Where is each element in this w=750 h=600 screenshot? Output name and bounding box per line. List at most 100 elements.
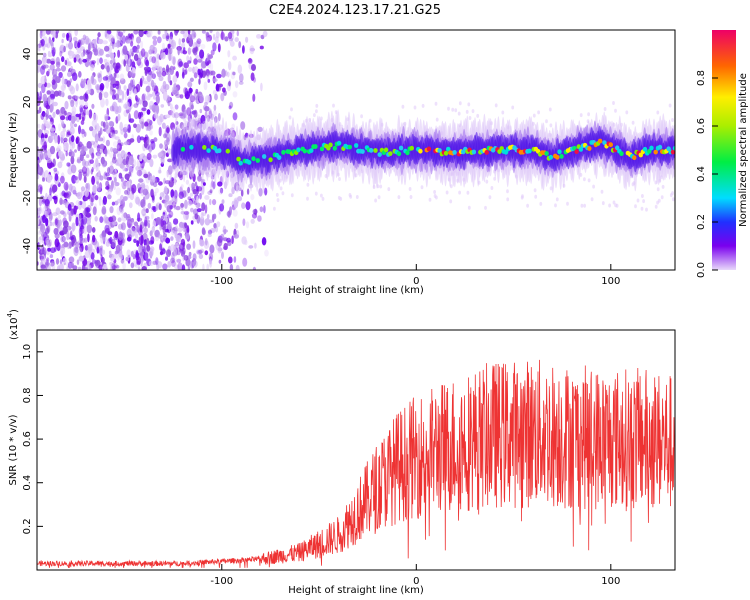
spectrogram-noise-blob (151, 212, 154, 220)
spectrogram-xtick-label: -100 (210, 276, 233, 287)
spectrogram-noise-blob (123, 212, 128, 219)
spectrogram-noise-blob (152, 154, 158, 159)
spectrogram-noise-blob (554, 203, 557, 208)
spectrogram-noise-blob (290, 193, 294, 198)
spectrogram-noise-blob (60, 65, 67, 72)
snr-marks (37, 359, 675, 568)
spectrogram-noise-blob (90, 252, 95, 260)
spectrogram-noise-blob (80, 78, 84, 85)
spectrogram-peak (313, 144, 318, 149)
spectrogram-noise-blob (136, 169, 143, 177)
spectrogram-noise-blob (205, 31, 210, 37)
spectrogram-noise-blob (200, 60, 204, 70)
spectrogram-noise-blob (50, 60, 55, 65)
spectrogram-noise-blob (39, 151, 44, 161)
spectrogram-noise-blob (204, 106, 210, 112)
spectrogram-peak (251, 156, 256, 162)
spectrogram-noise-blob (159, 113, 164, 123)
spectrogram-peak (484, 150, 489, 155)
spectrogram-noise-blob (183, 87, 188, 95)
spectrogram-noise-blob (484, 205, 487, 210)
spectrogram-peak (615, 145, 620, 151)
spectrogram-noise-blob (212, 199, 217, 206)
spectrogram-noise-blob (79, 104, 84, 113)
spectrogram-noise-blob (180, 30, 185, 35)
spectrogram-peak (202, 145, 207, 150)
spectrogram-noise-blob (96, 144, 101, 153)
spectrogram-noise-blob (180, 210, 186, 215)
snr-panel: -100 0 100 0.2 0.4 0.6 0.8 1.0 Height of straig… (6, 309, 676, 596)
spectrogram-noise-blob (250, 194, 255, 201)
spectrogram-noise-blob (51, 98, 54, 105)
spectrogram-noise-blob (42, 153, 45, 160)
spectrogram-peak (309, 148, 314, 154)
spectrogram-noise-blob (160, 104, 165, 108)
spectrogram-noise-blob (89, 41, 94, 49)
spectrogram-noise-blob (110, 257, 115, 262)
colorbar-ticks: 0.0 0.2 0.4 0.6 0.8 (696, 70, 718, 278)
chart-title: C2E4.2024.123.17.21.G25 (269, 3, 441, 18)
spectrogram-noise-blob (157, 71, 162, 78)
spectrogram-noise-blob (167, 100, 171, 107)
spectrogram-noise-blob (149, 246, 155, 252)
spectrogram-peak (426, 146, 432, 152)
spectrogram-noise-blob (158, 66, 163, 73)
spectrogram-noise-blob (201, 212, 207, 217)
spectrogram-noise-blob (76, 259, 80, 265)
spectrogram-noise-blob (131, 73, 135, 79)
spectrogram-noise-blob (135, 232, 139, 239)
spectrogram-peak (354, 143, 359, 148)
spectrogram-noise-blob (141, 115, 145, 122)
spectrogram-noise-blob (149, 158, 154, 168)
spectrogram-noise-blob (58, 263, 64, 270)
spectrogram-noise-blob (75, 216, 79, 227)
spectrogram-noise-blob (451, 107, 455, 112)
spectrogram-noise-blob (101, 205, 107, 215)
spectrogram-noise-blob (67, 211, 72, 216)
spectrogram-noise-blob (185, 179, 190, 185)
spectrogram-noise-blob (259, 206, 264, 213)
spectrogram-noise-blob (100, 156, 105, 165)
spectrogram-noise-blob (138, 30, 144, 38)
spectrogram-noise-blob (49, 187, 52, 196)
spectrogram-noise-blob (176, 258, 182, 263)
spectrogram-noise-blob (162, 67, 166, 73)
spectrogram-noise-blob (102, 76, 109, 81)
spectrogram-noise-blob (46, 266, 51, 270)
spectrogram-noise-blob (130, 262, 135, 269)
spectrogram-noise-blob (135, 196, 141, 205)
spectrogram-noise-blob (251, 64, 256, 71)
spectrogram-noise-blob (79, 153, 84, 162)
spectrogram-noise-blob (141, 226, 145, 233)
spectrogram-noise-blob (123, 132, 128, 139)
spectrogram-noise-blob (187, 47, 192, 55)
spectrogram-noise-blob (85, 90, 91, 95)
spectrogram-noise-blob (239, 73, 244, 83)
spectrogram-noise-blob (434, 101, 438, 106)
spectrogram-noise-blob (435, 117, 439, 122)
spectrogram-noise-blob (127, 71, 132, 79)
spectrogram-noise-blob (91, 227, 96, 233)
spectrogram-noise-blob (96, 123, 100, 132)
spectrogram-noise-blob (63, 220, 69, 229)
spectrogram-noise-blob (189, 111, 193, 119)
spectrogram-noise-blob (136, 162, 142, 171)
spectrogram-noise-blob (68, 183, 73, 191)
spectrogram-noise-blob (217, 181, 223, 187)
spectrogram-noise-blob (170, 236, 174, 242)
spectrogram-peak (319, 146, 325, 152)
spectrogram-noise-blob (209, 258, 213, 268)
spectrogram-noise-blob (187, 264, 191, 270)
spectrogram-noise-blob (221, 251, 224, 259)
spectrogram-noise-blob (237, 64, 243, 74)
spectrogram-noise-blob (387, 187, 391, 192)
spectrogram-noise-blob (39, 235, 44, 241)
spectrogram-noise-blob (164, 139, 168, 146)
spectrogram-noise-blob (114, 136, 120, 141)
spectrogram-noise-blob (116, 144, 121, 149)
spectrogram-peak (471, 149, 477, 155)
spectrogram-noise-blob (91, 175, 95, 185)
spectrogram-noise-blob (144, 57, 149, 66)
spectrogram-noise-blob (213, 223, 217, 229)
spectrogram-noise-blob (539, 201, 543, 206)
